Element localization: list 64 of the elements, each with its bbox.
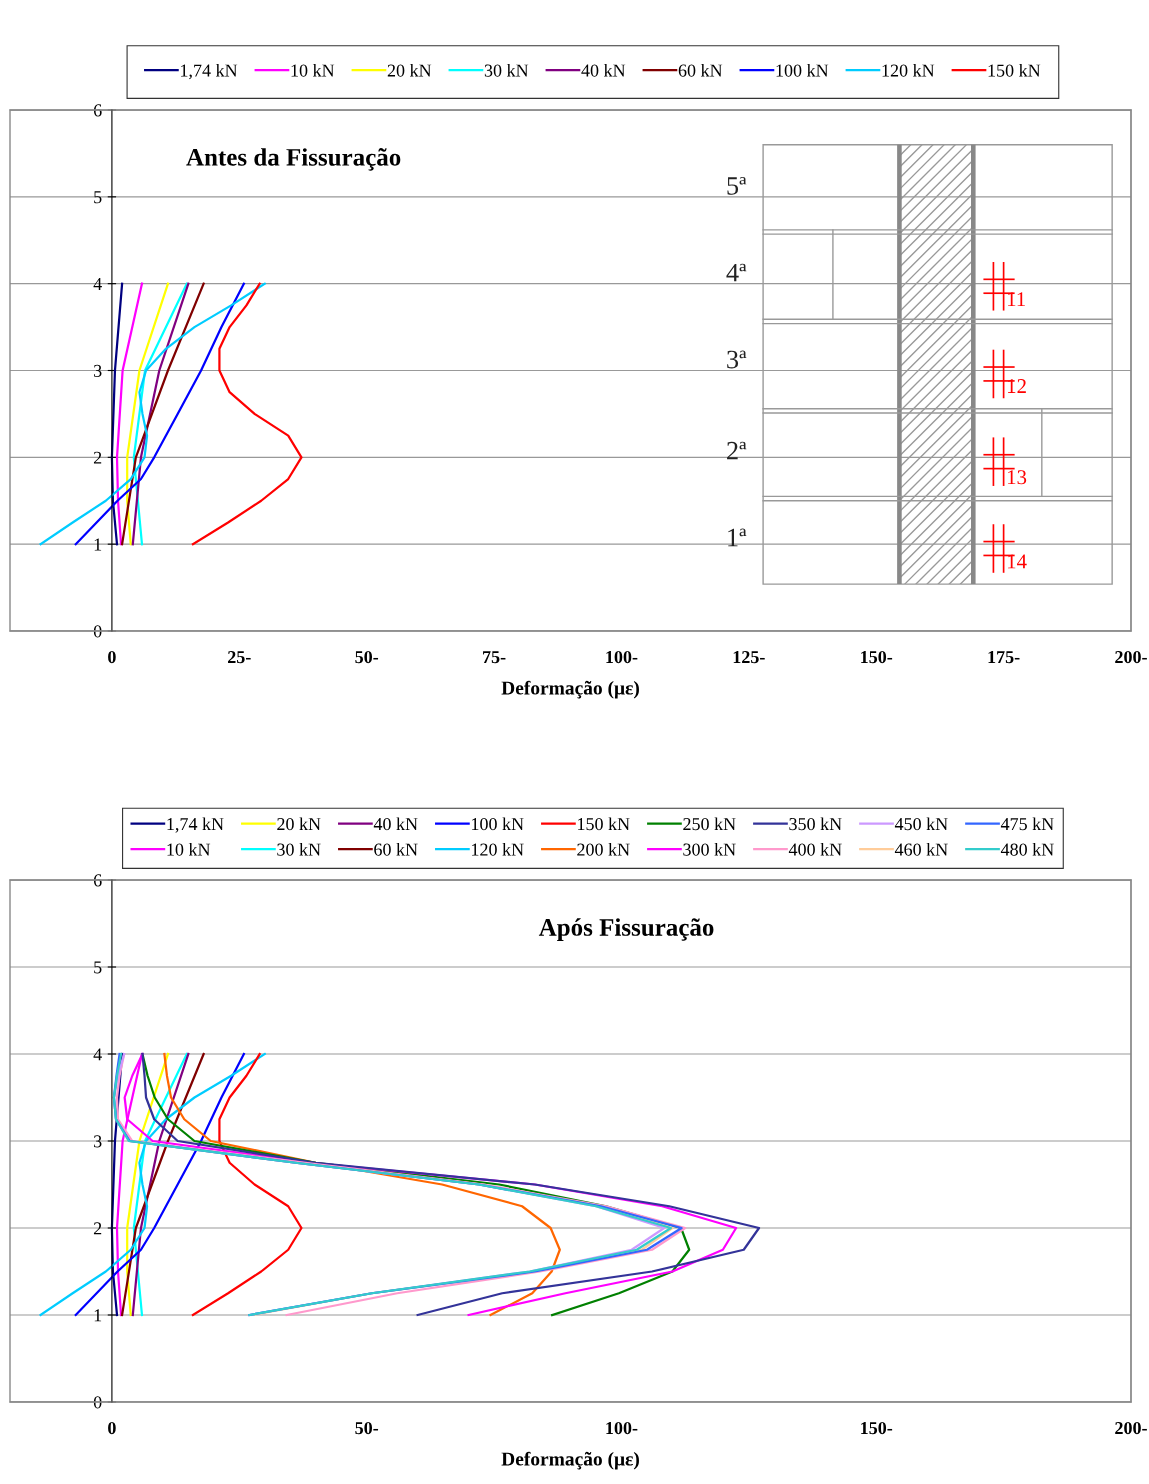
y-tick-label: 1 <box>94 1309 102 1322</box>
annotation: 1ª <box>728 528 747 547</box>
x-tick-label: 200- <box>1115 1421 1147 1435</box>
legend-label: 120 kN <box>472 842 524 856</box>
y-tick-label: 4 <box>93 1048 102 1061</box>
y-tick-label: 3 <box>94 364 102 377</box>
legend-label: 30 kN <box>277 842 321 856</box>
annotation: 2ª <box>727 441 747 460</box>
legend-label: 20 kN <box>277 817 321 831</box>
legend-label: 460 kN <box>894 842 948 856</box>
legend-label: 40 kN <box>373 817 418 831</box>
legend-label: 450 kN <box>894 817 948 831</box>
legend-label: 350 kN <box>789 817 842 831</box>
x-tick-label: 50- <box>355 1421 379 1435</box>
x-tick-label: 100- <box>606 650 638 664</box>
x-tick-label: 75- <box>483 651 506 664</box>
legend-label: 20 kN <box>387 63 432 77</box>
y-tick-label: 5 <box>94 191 102 204</box>
legend-label: 30 kN <box>484 63 529 77</box>
legend-label: 150 kN <box>578 817 630 831</box>
x-tick-label: 150- <box>861 1421 893 1435</box>
y-tick-label: 0 <box>93 1396 102 1409</box>
x-axis-title: Deformação (με) <box>501 680 639 699</box>
y-tick-label: 5 <box>94 961 102 974</box>
legend-label: 150 kN <box>988 63 1041 77</box>
x-axis-title: Deformação (με) <box>501 1451 639 1470</box>
x-tick-label: 50- <box>355 650 379 664</box>
y-tick-label: 1 <box>94 538 102 551</box>
y-tick-label: 3 <box>94 1135 102 1148</box>
legend-label: 400 kN <box>788 842 842 856</box>
annotation: 4ª <box>726 263 747 282</box>
y-tick-label: 6 <box>93 874 102 887</box>
x-tick-label: 150- <box>861 650 893 664</box>
x-tick-label: 175- <box>988 651 1020 664</box>
legend-label: 475 kN <box>1000 817 1054 831</box>
legend-label: 40 kN <box>581 63 626 77</box>
legend-label: 100 kN <box>472 817 524 831</box>
y-tick-label: 0 <box>93 625 102 638</box>
legend-label: 120 kN <box>882 63 935 77</box>
legend-label: 10 kN <box>167 842 211 856</box>
legend-label: 200 kN <box>577 842 630 856</box>
legend-label: 60 kN <box>374 842 418 856</box>
legend-label: 1,74 kN <box>167 817 224 833</box>
text: Após Fissuração <box>538 918 714 941</box>
text: Antes da Fissuração <box>186 148 401 171</box>
legend-label: 480 kN <box>1000 842 1054 856</box>
x-tick-label: 100- <box>606 1421 638 1435</box>
y-tick-label: 2 <box>93 451 102 464</box>
x-tick-label: 200- <box>1115 650 1147 664</box>
x-tick-label: 0 <box>108 650 116 664</box>
y-tick-label: 4 <box>93 278 102 290</box>
annotation: 5ª <box>727 176 747 195</box>
legend-label: 60 kN <box>678 63 723 77</box>
legend-label: 10 kN <box>291 63 335 77</box>
legend-label: 100 kN <box>776 63 829 77</box>
y-tick-label: 2 <box>93 1222 102 1235</box>
legend-label: 300 kN <box>683 842 736 856</box>
y-tick-label: 6 <box>93 104 102 117</box>
x-tick-label: 125- <box>733 651 765 664</box>
x-tick-label: 0 <box>108 1421 116 1435</box>
x-tick-label: 25- <box>228 651 251 664</box>
legend-label: 250 kN <box>683 817 736 831</box>
annotation: 3ª <box>727 350 747 369</box>
legend-label: 1,74 kN <box>181 63 238 80</box>
